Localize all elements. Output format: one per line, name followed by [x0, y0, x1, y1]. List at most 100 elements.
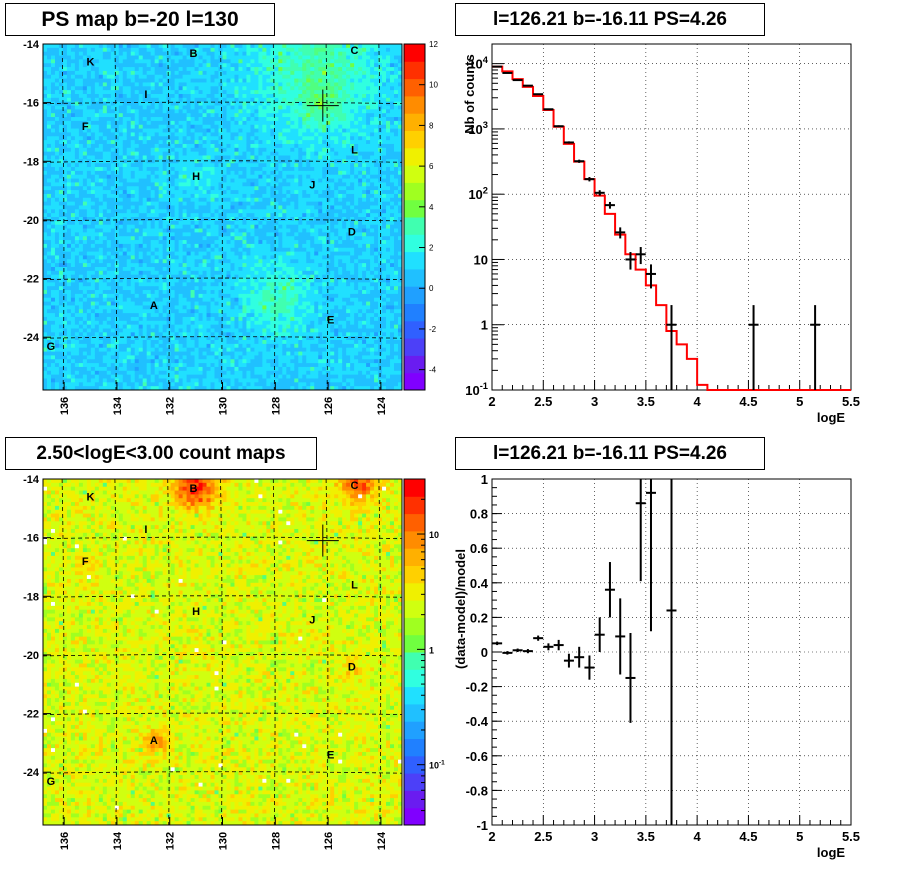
source-label-I: I: [144, 89, 147, 101]
colorbar-cell: [404, 44, 425, 62]
source-label-E: E: [327, 750, 334, 762]
y-tick-label: -0.8: [466, 783, 488, 798]
colorbar-tick-label: 0: [429, 284, 434, 293]
top-right-title: l=126.21 b=-16.11 PS=4.26: [455, 3, 765, 36]
y-tick-label: 0.4: [470, 576, 489, 591]
colorbar-cell: [404, 165, 425, 183]
y-tick-label: 0.6: [470, 541, 488, 556]
map-grid-meridian: [272, 478, 276, 826]
colorbar-cell: [404, 320, 425, 339]
source-label-A: A: [150, 300, 158, 312]
map-grid-parallel: [42, 336, 403, 339]
colorbar-tick-label: 4: [429, 203, 434, 212]
map-x-tick-label: 130: [218, 397, 230, 415]
map-y-tick-label: -20: [23, 215, 39, 227]
colorbar-cell: [404, 721, 425, 739]
x-tick-label: 5: [796, 394, 803, 409]
x-tick-label: 4: [694, 394, 702, 409]
colorbar-cell: [404, 565, 425, 584]
source-label-E: E: [327, 315, 334, 327]
colorbar-cell: [404, 617, 425, 636]
x-tick-label: 4: [694, 829, 702, 844]
map-x-tick-label: 132: [165, 832, 177, 850]
map-x-tick-label: 128: [270, 397, 282, 415]
source-label-B: B: [189, 483, 197, 495]
colorbar-tick-label: -4: [429, 366, 437, 375]
top-left-title: PS map b=-20 l=130: [5, 3, 275, 36]
colorbar-cell: [404, 496, 425, 515]
colorbar-cell: [404, 217, 425, 235]
map-x-tick-label: 128: [270, 832, 282, 850]
y-tick-label: -1: [476, 818, 488, 833]
map-x-tick-label: 126: [323, 832, 335, 850]
x-axis-label: logE: [817, 410, 845, 425]
map-grid-meridian: [272, 43, 276, 391]
source-label-K: K: [87, 57, 95, 69]
y-tick-label: 0.8: [470, 507, 488, 522]
map-grid-meridian: [167, 478, 170, 826]
colorbar-cell: [404, 513, 425, 532]
source-label-D: D: [348, 227, 356, 239]
map-grid-parallel: [42, 277, 403, 280]
y-tick-label: -0.4: [466, 714, 489, 729]
colorbar-tick-label: 6: [429, 162, 434, 171]
x-tick-label: 2.5: [534, 829, 552, 844]
map-x-tick-label: 126: [323, 397, 335, 415]
colorbar-cell: [404, 703, 425, 722]
y-tick-label: 104: [468, 55, 488, 72]
map-x-tick-label: 134: [112, 396, 124, 415]
x-tick-label: 5.5: [842, 829, 860, 844]
y-tick-label: 1: [481, 318, 488, 333]
source-label-A: A: [150, 735, 158, 747]
colorbar-frame: [403, 478, 426, 826]
y-tick-label: 102: [468, 185, 488, 202]
y-tick-label: 10: [474, 252, 488, 267]
map-x-tick-label: 124: [376, 396, 388, 415]
map-grid-parallel: [42, 712, 403, 715]
y-tick-label: 103: [468, 120, 488, 137]
source-label-G: G: [47, 776, 56, 788]
colorbar-cell: [404, 634, 425, 653]
x-tick-label: 4.5: [739, 394, 757, 409]
map-grid-meridian: [220, 478, 223, 826]
map-grid-parallel: [42, 101, 403, 105]
map-grid-meridian: [114, 478, 118, 826]
y-tick-label: -0.2: [466, 680, 488, 695]
colorbar-cell: [404, 147, 425, 166]
colorbar-cell: [404, 548, 425, 566]
source-label-J: J: [309, 180, 315, 192]
map-grid-meridian: [220, 43, 223, 391]
bottom-left-title: 2.50<logE<3.00 count maps: [5, 437, 317, 470]
residuals-panel: 2 2.5 3 3.5 4 4.5 5 5.5 1 0.8 0.6 0.4 0.2 0 -0.2 -0.4 -0…: [453, 472, 860, 860]
colorbar-tick-label: 1: [429, 645, 434, 655]
map-grid-meridian: [325, 478, 329, 826]
colorbar-cell: [404, 652, 425, 670]
x-tick-label: 3.5: [637, 394, 655, 409]
map-y-tick-label: -14: [23, 39, 40, 51]
colorbar-tick-label: 10: [429, 530, 439, 540]
x-tick-label: 2.5: [534, 394, 552, 409]
x-tick-label: 4.5: [739, 829, 757, 844]
colorbar-cell: [404, 755, 425, 774]
colorbar-cell: [404, 582, 425, 601]
source-label-K: K: [87, 492, 95, 504]
colorbar-cell: [404, 669, 425, 688]
colorbar-cell: [404, 113, 425, 131]
colorbar-cell: [404, 807, 425, 826]
colorbar-cell: [404, 286, 425, 304]
ps-map-panel: 136 134 132 130 128 126 124-14-16-18-20-22-24K…: [23, 39, 438, 415]
source-label-B: B: [189, 48, 197, 60]
source-label-F: F: [82, 556, 89, 568]
colorbar-tick-label: 10: [429, 81, 438, 90]
y-tick-label: 0: [481, 645, 488, 660]
y-tick-label: 0.2: [470, 610, 488, 625]
map-grid-meridian: [61, 478, 65, 826]
map-y-tick-label: -22: [23, 709, 39, 721]
x-tick-label: 3: [591, 829, 598, 844]
colorbar-frame: [403, 43, 426, 391]
colorbar-tick-label: 2: [429, 244, 434, 253]
colorbar-cell: [404, 372, 425, 391]
map-grid-parallel: [42, 771, 403, 774]
colorbar-cell: [404, 268, 425, 287]
map-grid-meridian: [378, 43, 382, 391]
